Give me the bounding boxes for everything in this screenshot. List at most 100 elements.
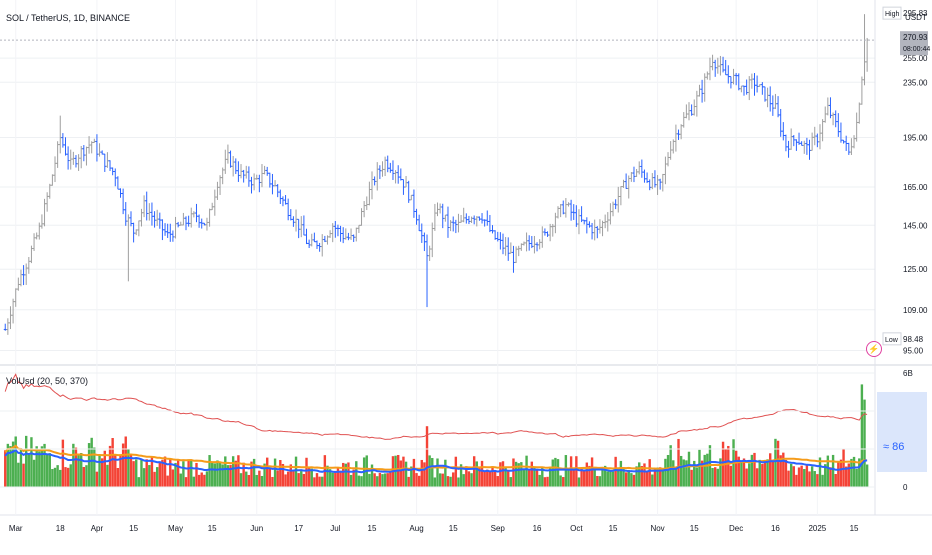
volume-bar bbox=[347, 462, 350, 487]
volume-bar bbox=[300, 471, 303, 487]
volume-bar bbox=[182, 461, 185, 487]
price-tick-label: 165.00 bbox=[903, 183, 928, 192]
symbol-title[interactable]: SOL / TetherUS, 1D, BINANCE bbox=[6, 13, 131, 23]
volume-bar bbox=[399, 460, 403, 487]
volume-bar bbox=[627, 469, 630, 487]
volume-bar bbox=[321, 476, 324, 487]
volume-bar bbox=[245, 471, 248, 487]
price-tick-label: 195.00 bbox=[903, 134, 928, 143]
volume-bar bbox=[213, 463, 217, 487]
volume-bar bbox=[4, 450, 7, 487]
volume-bar bbox=[795, 474, 798, 487]
volume-bar bbox=[548, 467, 552, 487]
volume-bar bbox=[855, 468, 858, 487]
volume-bar bbox=[446, 476, 450, 487]
time-tick-label: Aug bbox=[409, 524, 423, 533]
volume-bar bbox=[624, 472, 628, 487]
volume-bar bbox=[155, 467, 159, 487]
volume-bar bbox=[643, 463, 646, 487]
volume-bar bbox=[742, 458, 746, 487]
time-tick-label: Apr bbox=[91, 524, 104, 533]
volume-bar bbox=[203, 474, 206, 487]
indicator-title[interactable]: VolUsd (20, 50, 370) bbox=[6, 376, 89, 386]
volume-bar bbox=[271, 476, 274, 487]
volume-bar bbox=[6, 443, 10, 487]
volume-bar bbox=[344, 463, 348, 487]
time-tick-label: 16 bbox=[771, 524, 780, 533]
volume-bar bbox=[77, 453, 80, 487]
volume-bar bbox=[525, 455, 528, 487]
volume-bar bbox=[9, 446, 12, 487]
volume-bar bbox=[491, 466, 494, 487]
volume-bar bbox=[69, 464, 72, 487]
volume-bar bbox=[729, 465, 733, 487]
volume-bar bbox=[580, 467, 583, 487]
high-value: 295.83 bbox=[903, 9, 928, 18]
volume-bar bbox=[415, 473, 418, 487]
volume-bar bbox=[53, 467, 57, 487]
time-tick-label: 18 bbox=[56, 524, 65, 533]
volume-bar bbox=[373, 473, 376, 487]
volume-bar bbox=[541, 467, 544, 487]
volume-bar bbox=[753, 452, 756, 487]
volume-bar bbox=[748, 463, 751, 487]
volume-bar bbox=[496, 476, 499, 487]
time-tick-label: 15 bbox=[208, 524, 217, 533]
volume-bar bbox=[431, 458, 434, 487]
volume-bar bbox=[121, 443, 125, 487]
volume-bar bbox=[666, 454, 670, 487]
volume-bar bbox=[713, 467, 717, 487]
volume-bar bbox=[171, 469, 175, 487]
volume-bar bbox=[124, 436, 127, 487]
volume-bar bbox=[483, 470, 486, 487]
volume-bar bbox=[336, 467, 340, 487]
volume-bar bbox=[297, 473, 300, 487]
countdown-label: 08:00:44 bbox=[903, 46, 930, 53]
volume-bar bbox=[834, 474, 837, 487]
volume-bar bbox=[349, 474, 353, 487]
volume-bar bbox=[100, 458, 104, 487]
volume-bar bbox=[457, 477, 460, 487]
volume-bar bbox=[286, 471, 290, 487]
currency-label[interactable]: USDT bbox=[905, 13, 927, 22]
volume-bar bbox=[787, 470, 790, 487]
volume-bar bbox=[200, 472, 203, 487]
time-tick-label: 15 bbox=[449, 524, 458, 533]
lightning-icon[interactable]: ⚡ bbox=[866, 341, 882, 357]
volume-bar bbox=[30, 437, 33, 487]
volume-bar bbox=[302, 474, 306, 487]
volume-bar bbox=[839, 459, 843, 487]
volume-bar bbox=[677, 438, 680, 487]
volume-bar bbox=[279, 460, 282, 487]
volume-bar bbox=[452, 472, 455, 487]
volume-bar bbox=[127, 449, 130, 487]
volume-bar bbox=[766, 459, 769, 487]
volume-bar bbox=[381, 474, 384, 487]
volume-bar bbox=[331, 472, 334, 487]
volume-bar bbox=[56, 465, 59, 487]
volume-bar bbox=[449, 476, 452, 487]
volume-bar bbox=[789, 463, 793, 487]
volume-bar bbox=[520, 462, 523, 487]
volume-bar bbox=[533, 467, 536, 487]
volume-bar bbox=[467, 471, 471, 487]
volume-bar bbox=[82, 466, 86, 487]
volume-bar bbox=[137, 477, 141, 487]
volume-bar bbox=[816, 474, 819, 487]
volume-bar bbox=[205, 471, 209, 487]
volume-bar bbox=[535, 469, 539, 487]
volume-bar bbox=[499, 462, 502, 487]
volume-bar bbox=[438, 473, 442, 487]
volume-bar bbox=[700, 460, 704, 487]
time-tick-label: 16 bbox=[533, 524, 542, 533]
time-tick-label: May bbox=[168, 524, 183, 533]
high-label: High bbox=[885, 11, 900, 18]
volume-bar bbox=[797, 467, 801, 487]
volume-bar bbox=[355, 461, 358, 487]
volume-bar bbox=[572, 468, 575, 487]
volume-bar bbox=[383, 473, 387, 487]
volume-bar bbox=[326, 465, 329, 487]
volume-bar bbox=[716, 468, 720, 487]
